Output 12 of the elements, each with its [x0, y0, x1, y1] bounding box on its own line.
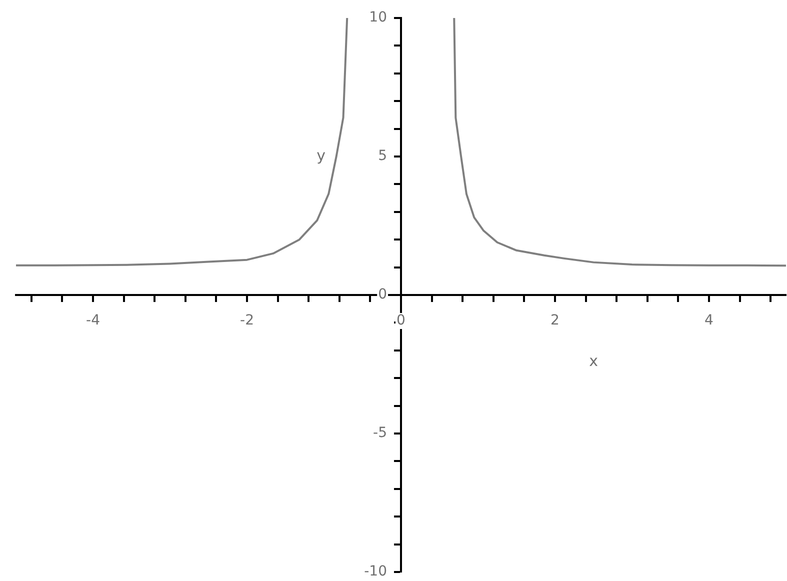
x-axis-title: x	[589, 352, 598, 370]
y-tick-label: 10	[369, 10, 387, 26]
y-tick-label: -5	[373, 425, 387, 442]
x-tick-label: -2	[240, 312, 254, 329]
x-tick-label: 2	[550, 312, 560, 329]
y-tick-label: -10	[364, 564, 387, 580]
y-tick-label: 5	[378, 148, 387, 164]
y-tick-label: 0	[378, 286, 387, 303]
x-tick-label: 0	[396, 312, 406, 329]
y-axis-title: y	[316, 146, 326, 164]
x-tick-label: 4	[704, 312, 714, 329]
x-tick-label: -4	[86, 312, 100, 329]
